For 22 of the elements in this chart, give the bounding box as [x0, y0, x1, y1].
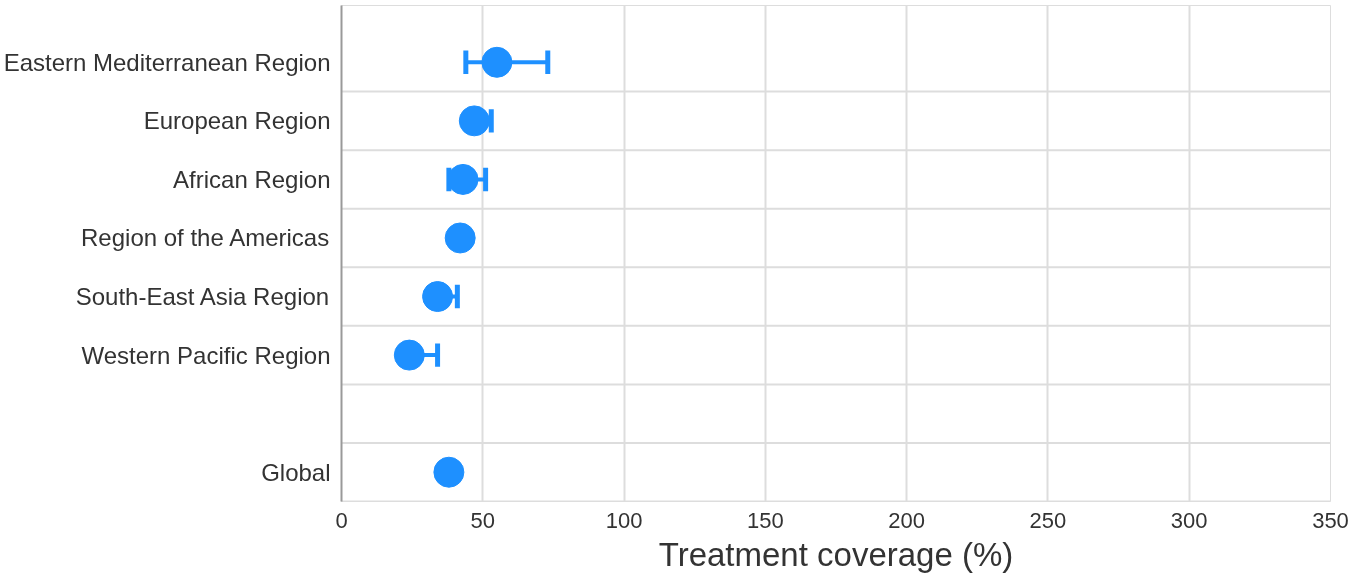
x-tick-label: 350 [1312, 507, 1349, 533]
point [458, 105, 490, 137]
x-axis-title: Treatment coverage (%) [658, 535, 1014, 573]
x-tick-label: 50 [470, 507, 496, 533]
x-tick-label: 200 [888, 507, 926, 533]
x-tick-label: 250 [1029, 507, 1067, 533]
y-tick-label: Western Pacific Region [81, 341, 331, 369]
y-tick-label: European Region [143, 107, 331, 135]
point [393, 339, 425, 371]
y-tick-label: African Region [173, 165, 331, 193]
point [433, 456, 465, 488]
y-tick-label: Global [261, 458, 331, 486]
x-tick-label: 0 [335, 507, 348, 533]
y-tick-label: South-East Asia Region [75, 283, 330, 311]
point [481, 46, 513, 78]
x-tick-label: 150 [747, 507, 784, 533]
point [422, 281, 454, 313]
y-tick-label: Eastern Mediterranean Region [3, 48, 331, 76]
y-tick-label: Region of the Americas [81, 224, 330, 252]
point [444, 222, 476, 254]
x-tick-label: 100 [605, 507, 643, 533]
x-tick-label: 300 [1170, 507, 1208, 533]
